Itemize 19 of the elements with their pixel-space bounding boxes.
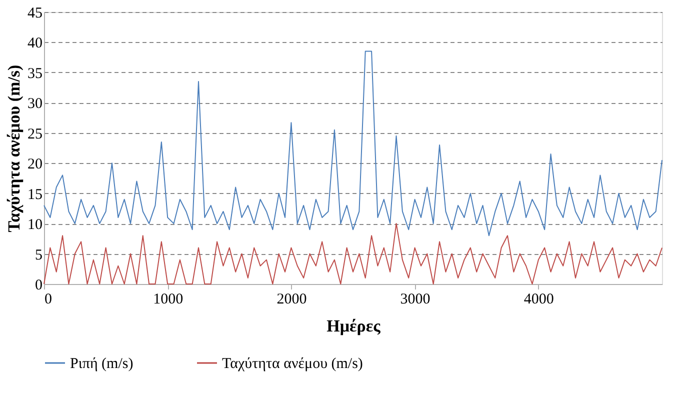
x-axis-title: Ημέρες	[326, 316, 382, 336]
legend-label: Ριπή (m/s)	[70, 356, 134, 372]
y-tick-label: 0	[35, 278, 42, 294]
y-tick-label: 35	[28, 66, 42, 82]
y-tick-label: 45	[28, 6, 42, 22]
y-tick-label: 20	[28, 156, 42, 173]
y-tick-label: 10	[28, 217, 42, 234]
y-tick-label: 5	[35, 247, 42, 264]
y-tick-label: 15	[28, 186, 42, 203]
legend-label: Ταχύτητα ανέμου (m/s)	[222, 356, 363, 372]
x-tick-label: 1000	[153, 292, 184, 308]
x-tick-label: 3000	[400, 292, 430, 308]
y-tick-label: 25	[28, 126, 42, 142]
line-series	[44, 50, 662, 236]
x-tick-label: 4000	[524, 292, 554, 308]
x-tick-label: 2000	[276, 292, 307, 308]
y-axis-title: Ταχύτητα ανέμου (m/s)	[4, 64, 24, 232]
y-tick-label: 40	[28, 36, 42, 52]
y-tick-label: 30	[28, 96, 42, 112]
